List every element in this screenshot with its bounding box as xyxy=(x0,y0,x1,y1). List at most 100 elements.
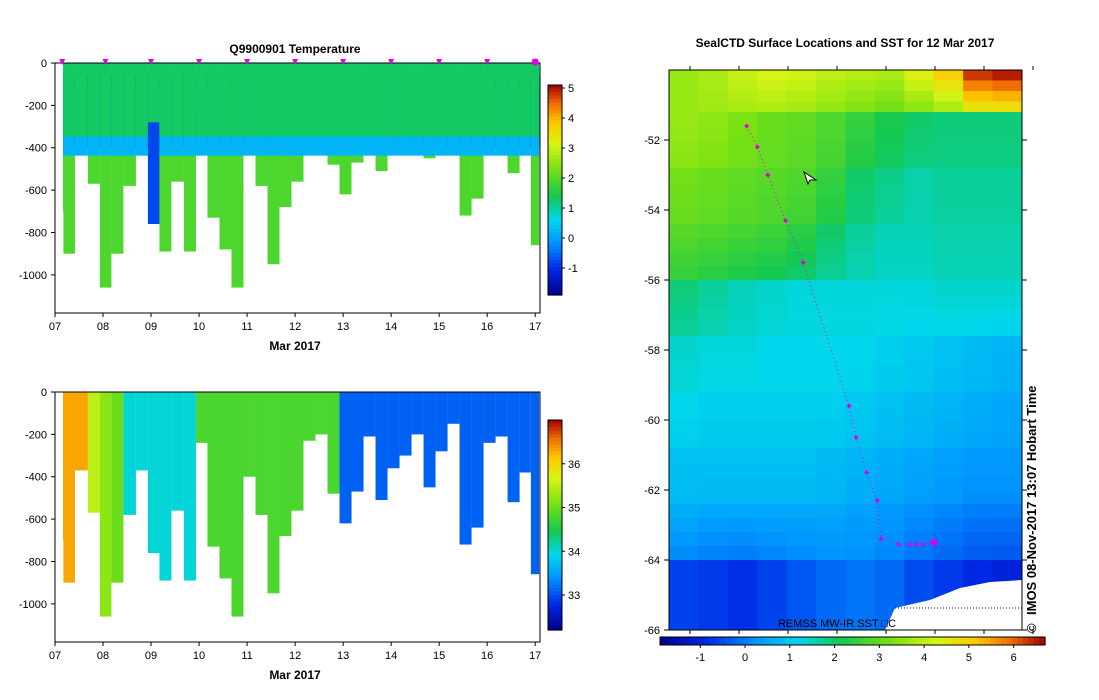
sst-cell xyxy=(845,336,876,351)
colorbar-swatch xyxy=(548,211,562,216)
sst-cell xyxy=(786,560,817,579)
sst-colorbar-swatch xyxy=(968,637,975,645)
sst-colorbar-swatch xyxy=(803,637,810,645)
sst-cell xyxy=(786,294,817,309)
sst-cell xyxy=(963,546,994,561)
sst-colorbar-swatch xyxy=(896,637,903,645)
sst-cell xyxy=(904,101,935,113)
sst-cell xyxy=(786,392,817,407)
sst-cell xyxy=(963,518,994,533)
sst-cell xyxy=(845,154,876,169)
colorbar-swatch xyxy=(548,427,562,432)
sst-cell xyxy=(816,252,847,267)
sst-colorbar-swatch xyxy=(940,637,947,645)
sst-cell xyxy=(727,210,758,225)
sst-cell xyxy=(904,462,935,477)
profile-column xyxy=(159,392,172,581)
sst-map-latitude-axis: -52 -54 -56 -58 -60 -62 -64 -66 xyxy=(644,135,1027,637)
sst-cell xyxy=(845,70,876,82)
sst-cell xyxy=(786,518,817,533)
sst-cell xyxy=(933,518,964,533)
sst-cell xyxy=(845,595,876,614)
sst-cell xyxy=(963,280,994,295)
sst-cell xyxy=(933,294,964,309)
colorbar-swatch xyxy=(548,197,562,202)
sst-cell xyxy=(757,252,788,267)
sst-cell xyxy=(992,101,1022,113)
colorbar-swatch xyxy=(548,514,562,519)
sst-cell xyxy=(963,322,994,337)
sst-cell xyxy=(757,350,788,365)
colorbar-swatch xyxy=(548,284,562,289)
temperature-plot-frame xyxy=(54,62,541,314)
sst-cell xyxy=(669,91,700,103)
sst-cell xyxy=(698,238,729,253)
sst-cell xyxy=(992,140,1022,155)
sst-cell xyxy=(845,406,876,421)
sst-cell xyxy=(845,168,876,183)
sst-cell xyxy=(992,336,1022,351)
sst-colorbar-swatch xyxy=(836,637,843,645)
sst-cell xyxy=(963,252,994,267)
sst-cell xyxy=(992,322,1022,337)
colorbar-swatch xyxy=(548,270,562,275)
sst-cell xyxy=(874,392,905,407)
profile-column xyxy=(231,392,244,617)
sst-colorbar-swatch xyxy=(764,637,771,645)
sst-cell xyxy=(874,101,905,113)
colorbar-tick-label: 34 xyxy=(568,546,580,558)
sst-cell xyxy=(669,238,700,253)
sst-colorbar-swatch xyxy=(1012,637,1019,645)
sst-cell xyxy=(845,80,876,92)
colorbar-tick-label: 35 xyxy=(568,503,580,515)
colorbar-swatch xyxy=(548,88,562,93)
sst-cell xyxy=(669,378,700,393)
sst-cell xyxy=(904,392,935,407)
surface-layer-segment xyxy=(423,63,436,137)
salinity-plot-area xyxy=(63,392,540,617)
x-tick-label: 11 xyxy=(241,650,252,662)
sst-cell xyxy=(904,196,935,211)
sst-colorbar-swatch xyxy=(852,637,859,645)
colorbar-swatch xyxy=(548,465,562,470)
sst-cell xyxy=(669,266,700,281)
sst-colorbar-swatch xyxy=(786,637,793,645)
sst-cell xyxy=(727,504,758,519)
sst-cell xyxy=(845,210,876,225)
sst-cell xyxy=(816,101,847,113)
temperature-colorbar: 5 4 3 2 1 0 -1 xyxy=(547,83,578,296)
y-tick-label: -1000 xyxy=(19,270,47,282)
sst-cell xyxy=(874,266,905,281)
colorbar-swatch xyxy=(548,249,562,254)
sst-cell xyxy=(669,560,700,579)
surface-layer-segment xyxy=(255,63,268,137)
y-tick-label: -200 xyxy=(25,429,47,441)
sst-colorbar-swatch xyxy=(902,637,909,645)
colorbar-swatch xyxy=(548,232,562,237)
sst-colorbar-label-c: 1 xyxy=(787,652,793,664)
sst-colorbar-swatch xyxy=(891,637,898,645)
sst-cell xyxy=(786,154,817,169)
lat-tick-label: -56 xyxy=(644,275,660,287)
colorbar-swatch xyxy=(548,169,562,174)
sst-cell xyxy=(874,406,905,421)
colorbar-swatch xyxy=(548,490,562,495)
sst-cell xyxy=(816,336,847,351)
sst-colorbar-swatch xyxy=(951,637,958,645)
sst-colorbar-swatch xyxy=(731,637,738,645)
sst-cell xyxy=(669,476,700,491)
sst-cell xyxy=(669,308,700,323)
sst-cell xyxy=(845,266,876,281)
x-tick-label: 13 xyxy=(337,321,349,333)
colorbar-swatch xyxy=(548,448,562,453)
sst-cell xyxy=(845,196,876,211)
sst-colorbar-swatch xyxy=(671,637,678,645)
track-point xyxy=(744,123,750,129)
sst-colorbar-label-c: 0 xyxy=(742,652,748,664)
sst-cell xyxy=(992,182,1022,197)
sst-cell xyxy=(786,308,817,323)
sst-cell xyxy=(992,210,1022,225)
sst-cell xyxy=(874,378,905,393)
profile-column xyxy=(99,392,112,617)
sst-cell xyxy=(786,577,817,596)
